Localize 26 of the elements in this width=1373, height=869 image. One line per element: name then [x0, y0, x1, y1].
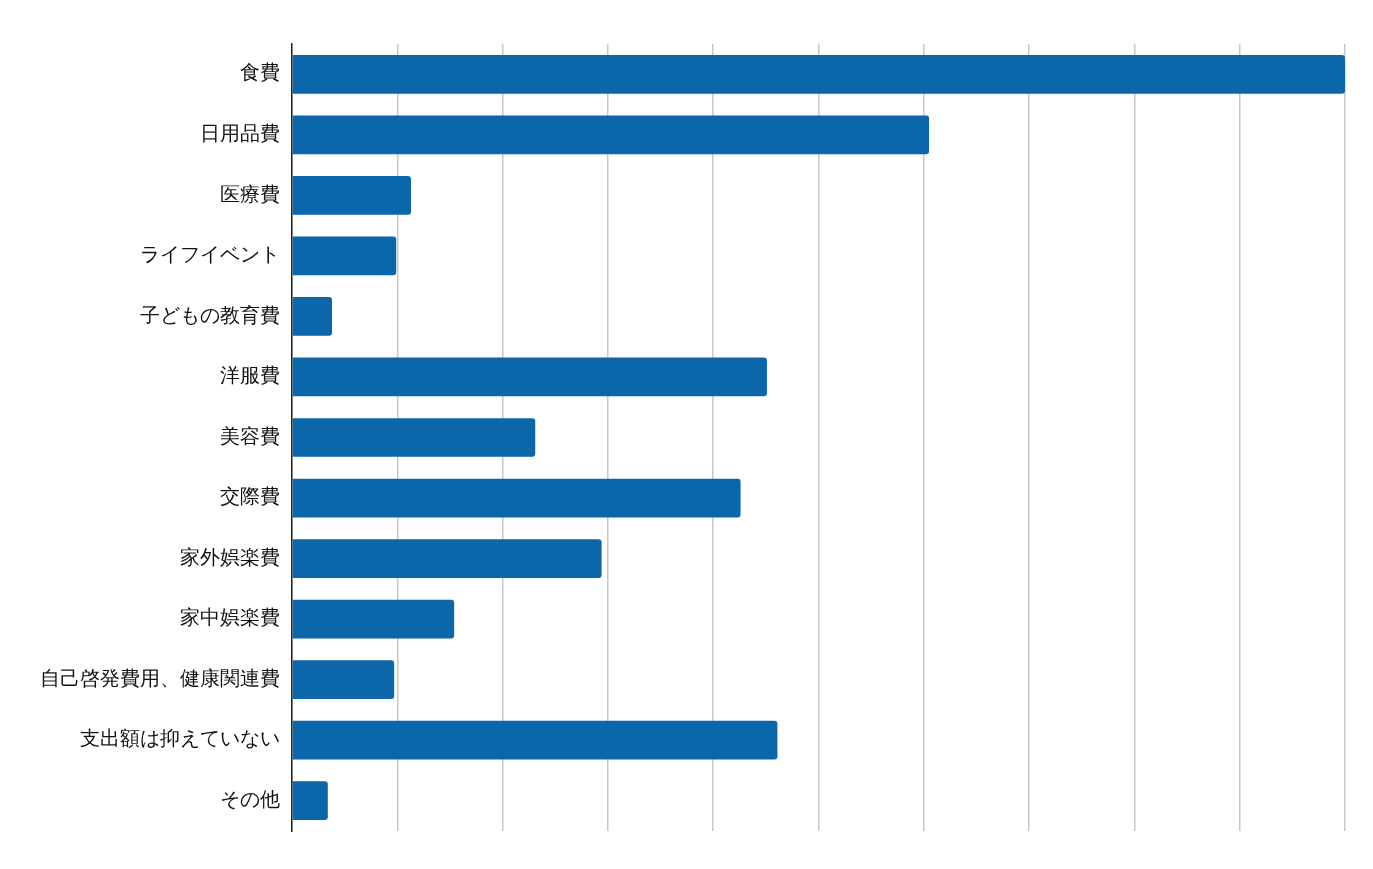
y-tick-label: 医療費 [220, 181, 280, 206]
bar [292, 781, 328, 821]
bar [292, 418, 536, 457]
y-tick-label: その他 [220, 786, 280, 811]
y-tick-label: 食費 [240, 60, 280, 85]
y-tick-label: 日用品費 [200, 121, 280, 146]
y-tick-label: 家中娯楽費 [180, 605, 280, 630]
bar [292, 297, 333, 336]
bar [292, 236, 397, 276]
bar [292, 478, 741, 518]
y-tick-label: 自己啓発費用、健康関連費 [40, 665, 280, 690]
bar [292, 720, 778, 760]
y-tick-label: 洋服費 [220, 363, 280, 388]
bar [292, 115, 930, 155]
y-tick-label: 子どもの教育費 [140, 302, 280, 327]
bar [292, 54, 1345, 94]
y-tick-label: 家外娯楽費 [180, 544, 280, 569]
bar [292, 539, 602, 578]
bar [292, 660, 395, 700]
bar [292, 357, 767, 397]
y-tick-label: 美容費 [220, 423, 280, 448]
y-tick-label: 支出額は抑えていない [80, 726, 280, 751]
y-tick-label: ライフイベント [140, 242, 280, 267]
bar [292, 175, 411, 215]
y-tick-label: 交際費 [220, 484, 280, 509]
bar [292, 599, 455, 639]
